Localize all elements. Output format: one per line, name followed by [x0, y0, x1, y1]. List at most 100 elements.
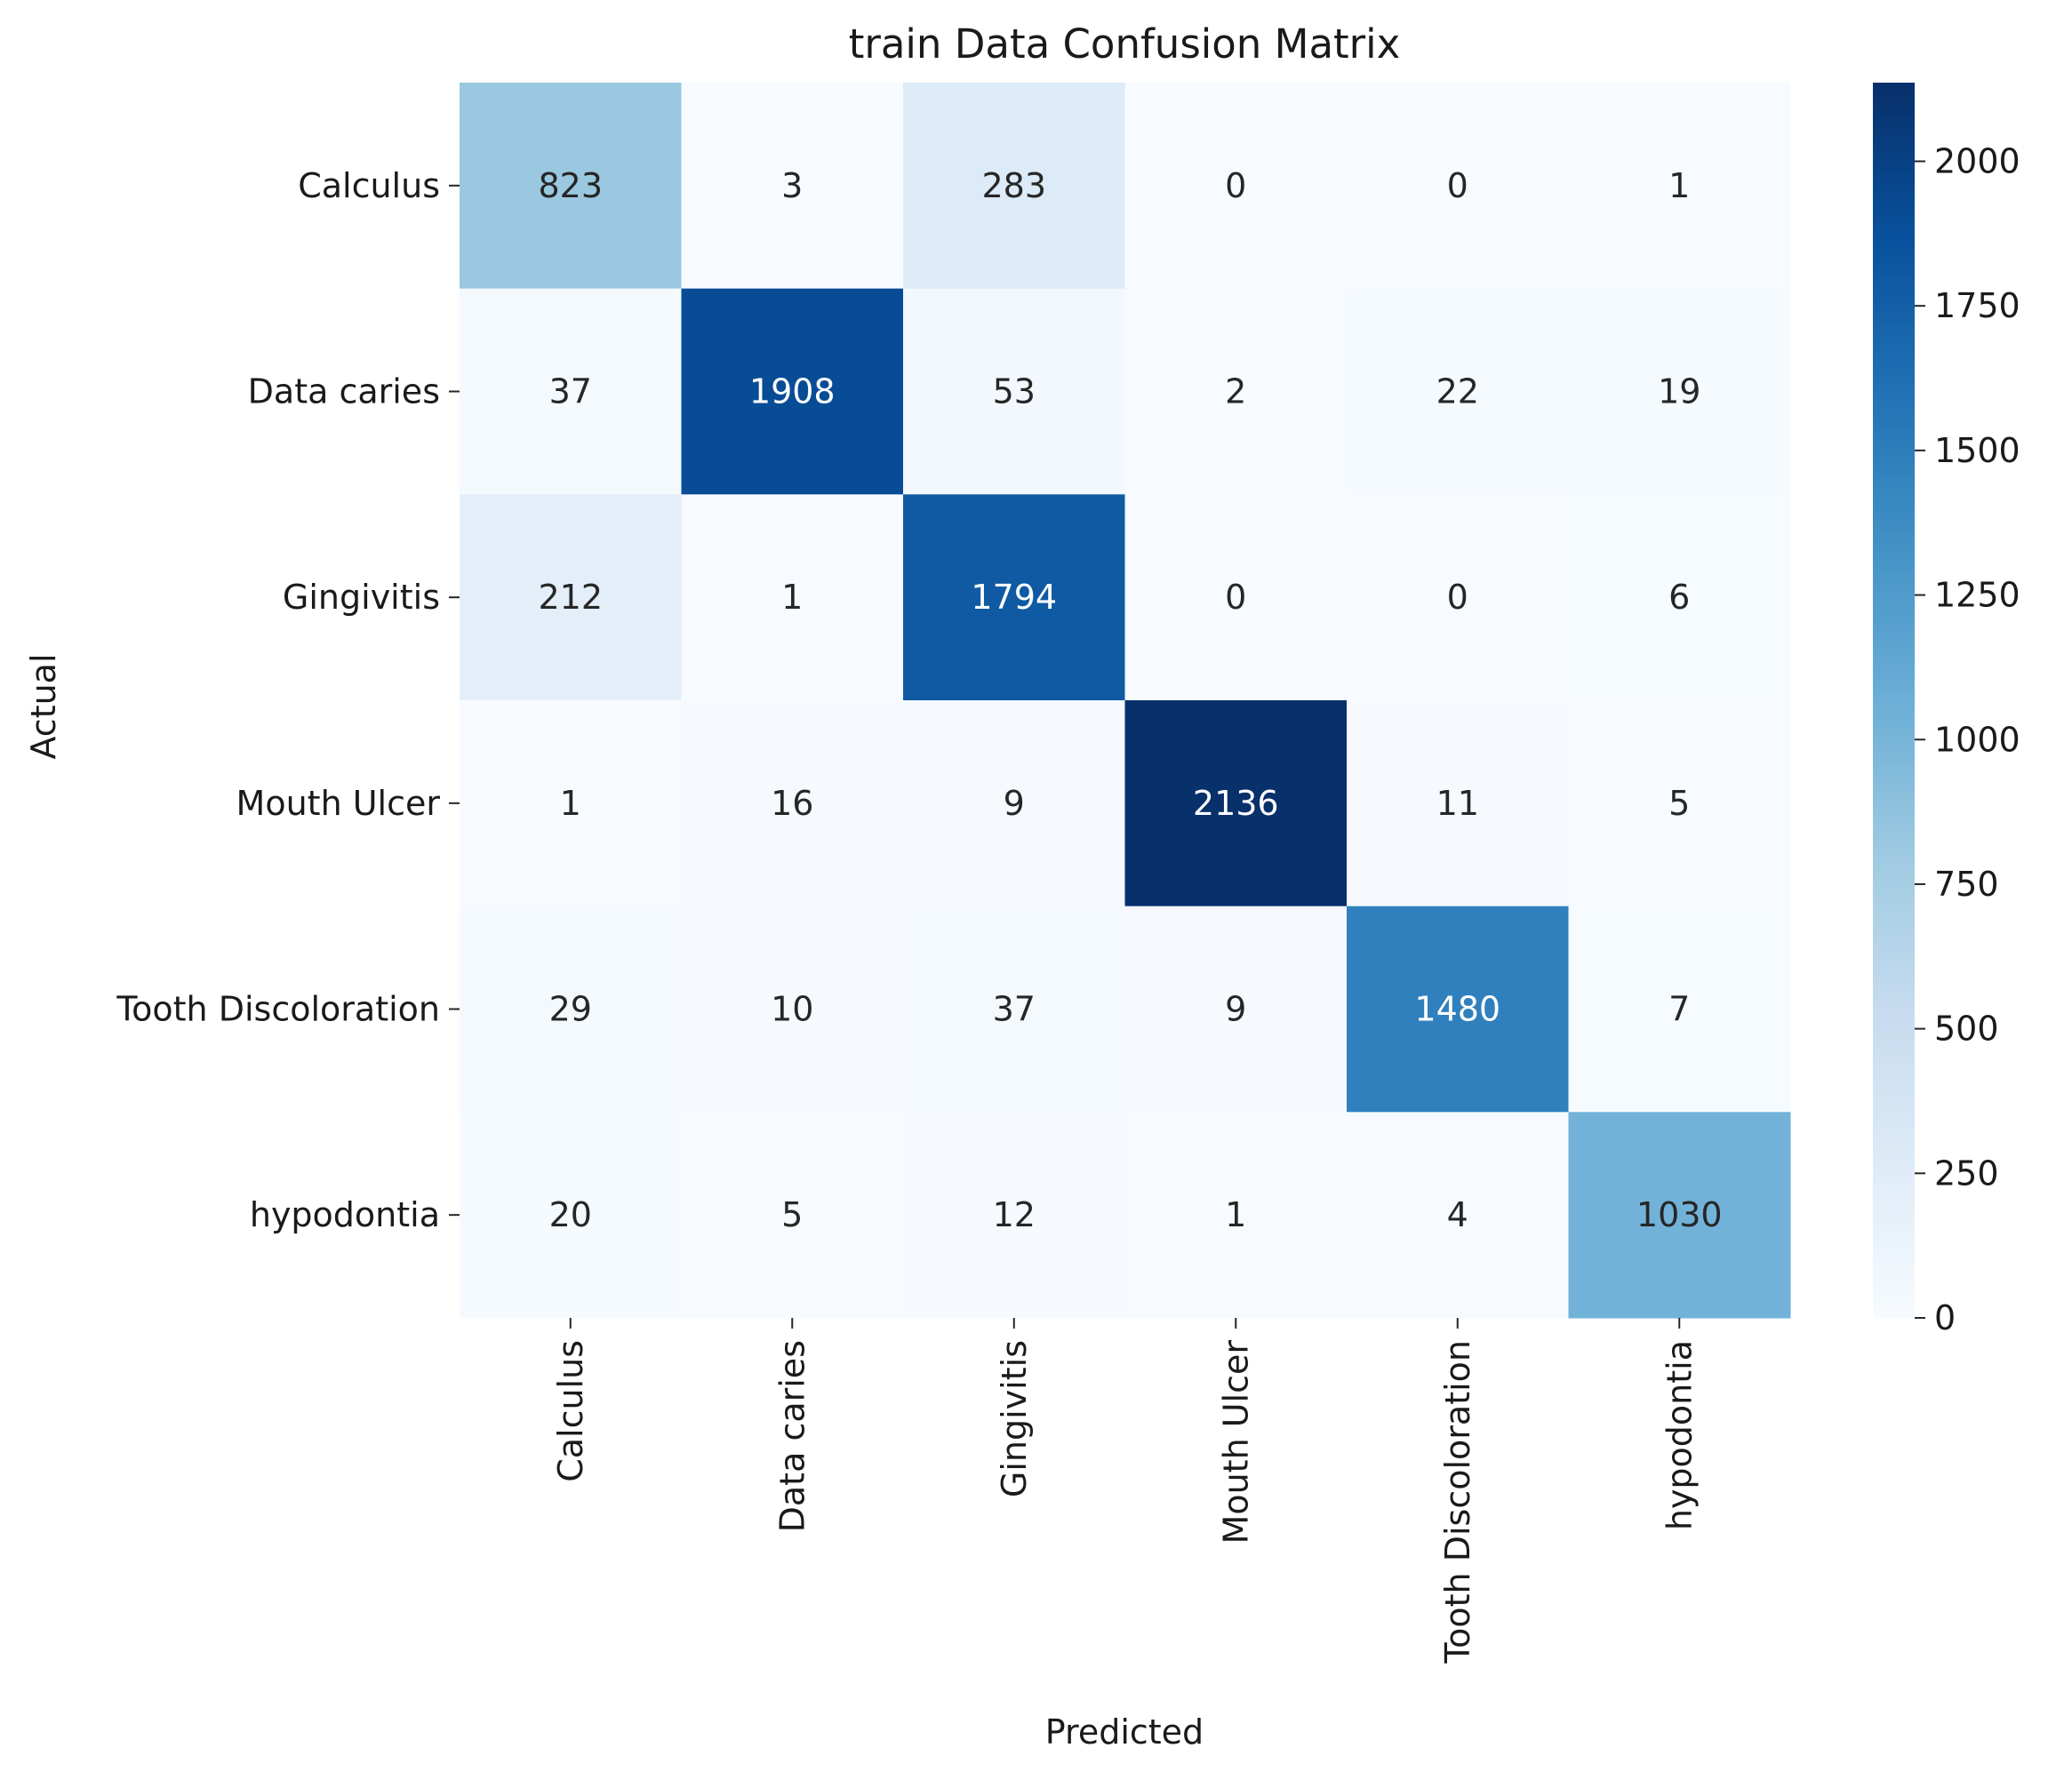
y-tick-label: hypodontia — [250, 1195, 440, 1234]
cell-value-label: 12 — [993, 1195, 1036, 1234]
colorbar-tick-label: 1750 — [1934, 286, 2020, 325]
heatmap-cell — [1347, 494, 1569, 701]
x-tick-label: Calculus — [551, 1340, 590, 1482]
cell-value-label: 1030 — [1636, 1195, 1723, 1234]
y-tick-label: Tooth Discoloration — [116, 990, 440, 1029]
cell-value-label: 1 — [1668, 166, 1690, 205]
x-axis-ticks: Calculus Data caries Gingivitis Mouth Ulcer… — [551, 1318, 1699, 1664]
cell-value-label: 2 — [1225, 372, 1246, 411]
colorbar — [1873, 83, 1915, 1318]
cell-value-label: 1908 — [749, 372, 836, 411]
heatmap-cell — [460, 288, 682, 495]
cell-value-label: 1794 — [971, 578, 1057, 617]
x-tick-label: Tooth Discoloration — [1438, 1340, 1477, 1664]
heatmap-cell — [1568, 906, 1791, 1113]
y-tick-label: Data caries — [248, 372, 440, 411]
cell-value-label: 20 — [549, 1195, 592, 1234]
cell-value-label: 0 — [1225, 166, 1246, 205]
cell-value-label: 37 — [549, 372, 592, 411]
colorbar-tick-label: 250 — [1934, 1153, 1999, 1193]
heatmap-cell — [1568, 288, 1791, 495]
x-axis-label: Predicted — [1045, 1712, 1204, 1752]
heatmap-cell — [903, 494, 1125, 701]
cell-value-label: 53 — [993, 372, 1036, 411]
colorbar-tick-label: 1000 — [1934, 720, 2020, 759]
y-axis-ticks: Calculus Data caries Gingivitis Mouth Ulcer… — [116, 166, 460, 1234]
x-tick-label: hypodontia — [1660, 1340, 1699, 1530]
cell-value-label: 5 — [781, 1195, 803, 1234]
heatmap-cell — [460, 83, 682, 290]
heatmap-cell — [681, 1112, 904, 1319]
heatmap-cell — [1124, 700, 1348, 907]
cell-value-label: 6 — [1668, 578, 1690, 617]
colorbar-tick-label: 500 — [1934, 1010, 1999, 1049]
colorbar-tick-label: 1250 — [1934, 576, 2020, 615]
cell-value-label: 1480 — [1414, 990, 1500, 1029]
heatmap-cell — [1347, 288, 1569, 495]
colorbar-tick-label: 750 — [1934, 865, 1999, 904]
heatmap-cells — [460, 83, 1791, 1319]
cell-value-label: 22 — [1436, 372, 1479, 411]
heatmap-cell — [681, 906, 904, 1113]
cell-value-label: 16 — [771, 784, 813, 823]
heatmap-cell — [903, 1112, 1125, 1319]
heatmap-cell — [1124, 906, 1348, 1113]
cell-value-label: 29 — [549, 990, 592, 1029]
heatmap-cell — [1568, 700, 1791, 907]
cell-value-label: 0 — [1447, 166, 1468, 205]
heatmap-cell — [1568, 83, 1791, 290]
heatmap-cell — [903, 83, 1125, 290]
colorbar-tick-label: 1500 — [1934, 431, 2020, 470]
heatmap-cell — [681, 288, 904, 495]
cell-value-label: 9 — [1004, 784, 1025, 823]
heatmap-cell — [460, 494, 682, 701]
cell-value-label: 5 — [1668, 784, 1690, 823]
heatmap-cell — [681, 700, 904, 907]
cell-value-label: 0 — [1447, 578, 1468, 617]
chart-title: train Data Confusion Matrix — [849, 20, 1401, 68]
x-tick-label: Gingivitis — [995, 1340, 1034, 1497]
heatmap-cell — [1568, 494, 1791, 701]
cell-value-label: 9 — [1225, 990, 1246, 1029]
heatmap-cell — [1347, 83, 1569, 290]
heatmap-cell — [1124, 288, 1348, 495]
cell-value-label: 2136 — [1193, 784, 1279, 823]
colorbar-tick-label: 2000 — [1934, 142, 2020, 181]
heatmap-cell — [460, 700, 682, 907]
cell-value-label: 7 — [1668, 990, 1690, 1029]
cell-value-label: 0 — [1225, 578, 1246, 617]
heatmap-cell — [1124, 1112, 1348, 1319]
cell-value-label: 212 — [538, 578, 603, 617]
heatmap-cell — [1124, 83, 1348, 290]
y-tick-label: Calculus — [298, 166, 440, 205]
heatmap-cell — [1124, 494, 1348, 701]
cell-value-label: 283 — [981, 166, 1046, 205]
heatmap-cell — [1347, 700, 1569, 907]
heatmap-cell — [1347, 906, 1569, 1113]
cell-value-label: 4 — [1447, 1195, 1468, 1234]
x-tick-label: Data caries — [772, 1340, 812, 1532]
y-tick-label: Gingivitis — [283, 578, 440, 617]
cell-value-label: 1 — [560, 784, 581, 823]
heatmap-cell — [460, 1112, 682, 1319]
cell-value-label: 1 — [781, 578, 803, 617]
cell-value-label: 3 — [781, 166, 803, 205]
heatmap-cell — [903, 288, 1125, 495]
heatmap-cell — [681, 83, 904, 290]
cell-value-label: 11 — [1436, 784, 1479, 823]
colorbar-ticks: 0 250 500 750 1000 1250 1500 1750 2000 — [1915, 142, 2020, 1337]
cell-value-label: 10 — [771, 990, 813, 1029]
cell-value-label: 37 — [993, 990, 1036, 1029]
cell-value-label: 823 — [538, 166, 603, 205]
y-tick-label: Mouth Ulcer — [236, 784, 441, 823]
heatmap-cell — [1347, 1112, 1569, 1319]
x-tick-label: Mouth Ulcer — [1216, 1340, 1255, 1545]
cell-value-label: 19 — [1658, 372, 1700, 411]
heatmap-cell — [1568, 1112, 1791, 1319]
heatmap-cell — [903, 906, 1125, 1113]
heatmap-cell — [681, 494, 904, 701]
y-axis-label: Actual — [24, 653, 63, 759]
colorbar-tick-label: 0 — [1934, 1298, 1956, 1337]
